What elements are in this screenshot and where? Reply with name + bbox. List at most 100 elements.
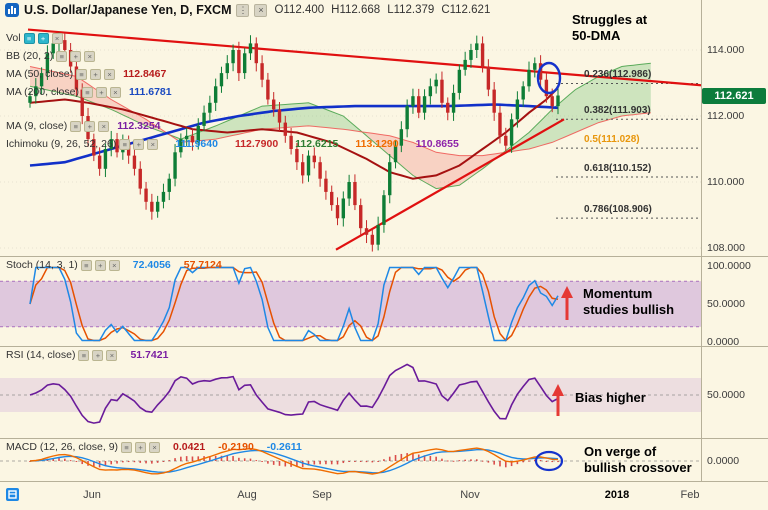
fib-label-4: 0.786(108.906) xyxy=(584,204,652,216)
fib-label-2: 0.5(111.028) xyxy=(584,134,640,146)
rsi-axis-label: 50.0000 xyxy=(707,389,745,401)
legend-button-add[interactable]: + xyxy=(94,259,106,271)
legend-row-ma9[interactable]: MA (9, close) ≡ + × 112.3254 xyxy=(6,120,161,132)
legend-button-add[interactable]: + xyxy=(133,138,145,150)
legend-button-menu[interactable]: ≡ xyxy=(81,86,93,98)
legend-row-ma200[interactable]: MA (200, close) ≡ + × 111.6781 xyxy=(6,86,172,98)
legend-button-add[interactable]: + xyxy=(135,441,147,453)
legend-button-close[interactable]: × xyxy=(106,349,118,361)
legend-button-menu[interactable]: ≡ xyxy=(76,68,88,80)
legend-row-vol[interactable]: Vol ≡ + × xyxy=(6,32,63,44)
fib-label-3: 0.618(110.152) xyxy=(584,162,652,174)
legend-label-bb: BB (20, 2) xyxy=(6,50,54,62)
legend-button-close[interactable]: × xyxy=(51,32,63,44)
legend-value-macd-0: 0.0421 xyxy=(173,441,206,453)
chart-header: U.S. Dollar/Japanese Yen, D, FXCM ⋮ × O1… xyxy=(5,3,490,17)
annotation-line: bullish crossover xyxy=(584,460,692,475)
price-axis-label: 108.000 xyxy=(707,242,745,254)
legend-button-menu[interactable]: ≡ xyxy=(56,50,68,62)
panel-divider xyxy=(0,346,768,347)
legend-row-bb[interactable]: BB (20, 2) ≡ + × xyxy=(6,50,96,62)
annotation-line: On verge of xyxy=(584,444,657,459)
annotation-line: studies bullish xyxy=(583,302,675,317)
legend-row-stoch[interactable]: Stoch (14, 3, 1) ≡ + × 72.4056 57.7124 xyxy=(6,259,222,271)
legend-button-menu[interactable]: ≡ xyxy=(70,120,82,132)
legend-button-menu[interactable]: ≡ xyxy=(78,349,90,361)
macd-axis-label: 0.0000 xyxy=(707,455,740,467)
legend-row-ichimoku[interactable]: Ichimoku (9, 26, 52, 26) ≡ + × 111.9640 112.7… xyxy=(6,138,459,150)
symbol-title: U.S. Dollar/Japanese Yen, D, FXCM xyxy=(24,3,232,17)
legend-value-macd-1: -0.2190 xyxy=(218,441,254,453)
annotation-momentum-bullish[interactable]: Momentum studies bullish xyxy=(583,286,674,318)
panel-divider xyxy=(0,481,768,482)
time-axis-label-Jun: Jun xyxy=(83,489,101,501)
legend-button-add[interactable]: + xyxy=(90,68,102,80)
price-axis-label: 114.000 xyxy=(707,44,745,56)
stoch-axis-label: 50.0000 xyxy=(707,298,745,310)
legend-button-menu[interactable]: ≡ xyxy=(23,32,35,44)
fib-label-0: 0.236(112.986) xyxy=(584,69,652,81)
legend-label-vol: Vol xyxy=(6,32,21,44)
legend-button-add[interactable]: + xyxy=(92,349,104,361)
legend-label-ma50: MA (50, close) xyxy=(6,68,74,80)
fib-label-1: 0.382(111.903) xyxy=(584,105,651,117)
chart-icon xyxy=(5,3,19,17)
price-axis-divider xyxy=(701,0,702,481)
legend-value-ichimoku-3: 113.1290 xyxy=(355,138,399,150)
annotation-bias-higher[interactable]: Bias higher xyxy=(575,390,646,406)
legend-button-add[interactable]: + xyxy=(70,50,82,62)
legend-button-add[interactable]: + xyxy=(37,32,49,44)
legend-button-menu[interactable]: ≡ xyxy=(80,259,92,271)
legend-label-ma200: MA (200, close) xyxy=(6,86,79,98)
panel-divider xyxy=(0,438,768,439)
legend-button-close[interactable]: × xyxy=(147,138,159,150)
legend-button-add[interactable]: + xyxy=(95,86,107,98)
price-axis-label: 110.000 xyxy=(707,176,745,188)
legend-button-close[interactable]: × xyxy=(104,68,116,80)
legend-button-menu[interactable]: ≡ xyxy=(119,138,131,150)
legend-value-ma50: 112.8467 xyxy=(123,68,167,80)
date-range-icon[interactable] xyxy=(6,488,19,501)
stoch-axis-label: 100.0000 xyxy=(707,260,751,272)
time-axis-label-Sep: Sep xyxy=(312,489,332,501)
header-close-button[interactable]: × xyxy=(254,3,268,17)
legend-value-ichimoku-0: 111.9640 xyxy=(175,138,218,150)
legend-row-rsi[interactable]: RSI (14, close) ≡ + × 51.7421 xyxy=(6,349,168,361)
legend-label-macd: MACD (12, 26, close, 9) xyxy=(6,441,119,453)
legend-button-close[interactable]: × xyxy=(149,441,161,453)
legend-row-macd[interactable]: MACD (12, 26, close, 9) ≡ + × 0.0421 -0.2190-… xyxy=(6,441,302,453)
ohlc-close: C112.621 xyxy=(441,4,491,16)
legend-value-stoch-1: 57.7124 xyxy=(183,259,222,271)
legend-label-ichimoku: Ichimoku (9, 26, 52, 26) xyxy=(6,138,117,150)
time-axis-label-2018: 2018 xyxy=(604,489,630,501)
header-menu-button[interactable]: ⋮ xyxy=(236,3,250,17)
legend-value-rsi-0: 51.7421 xyxy=(130,349,169,361)
ohlc-low: L112.379 xyxy=(387,4,435,16)
legend-value-macd-2: -0.2611 xyxy=(266,441,302,453)
legend-button-close[interactable]: × xyxy=(108,259,120,271)
legend-button-close[interactable]: × xyxy=(98,120,110,132)
legend-button-close[interactable]: × xyxy=(84,50,96,62)
annotation-line: 50-DMA xyxy=(572,28,621,43)
ohlc-high: H112.668 xyxy=(331,4,381,16)
annotation-line: Bias higher xyxy=(575,390,646,405)
annotation-struggles-50dma[interactable]: Struggles at 50-DMA xyxy=(572,12,647,44)
time-axis-label-Feb: Feb xyxy=(680,489,700,501)
legend-row-ma50[interactable]: MA (50, close) ≡ + × 112.8467 xyxy=(6,68,166,80)
annotation-bullish-crossover[interactable]: On verge of bullish crossover xyxy=(584,444,692,476)
legend-button-add[interactable]: + xyxy=(84,120,96,132)
legend-label-rsi: RSI (14, close) xyxy=(6,349,76,361)
legend-value-ma9: 112.3254 xyxy=(117,120,161,132)
time-axis-label-Nov: Nov xyxy=(460,489,480,501)
legend-value-ichimoku-2: 112.6215 xyxy=(295,138,339,150)
legend-label-ma9: MA (9, close) xyxy=(6,120,68,132)
last-price-badge: 112.621 xyxy=(702,87,766,104)
legend-value-ma200: 111.6781 xyxy=(128,86,172,98)
legend-value-ichimoku-1: 112.7900 xyxy=(234,138,279,150)
time-axis-label-Aug: Aug xyxy=(237,489,257,501)
legend-button-menu[interactable]: ≡ xyxy=(121,441,133,453)
legend-button-close[interactable]: × xyxy=(109,86,121,98)
annotation-line: Momentum xyxy=(583,286,653,301)
ohlc-open: O112.400 xyxy=(274,4,325,16)
